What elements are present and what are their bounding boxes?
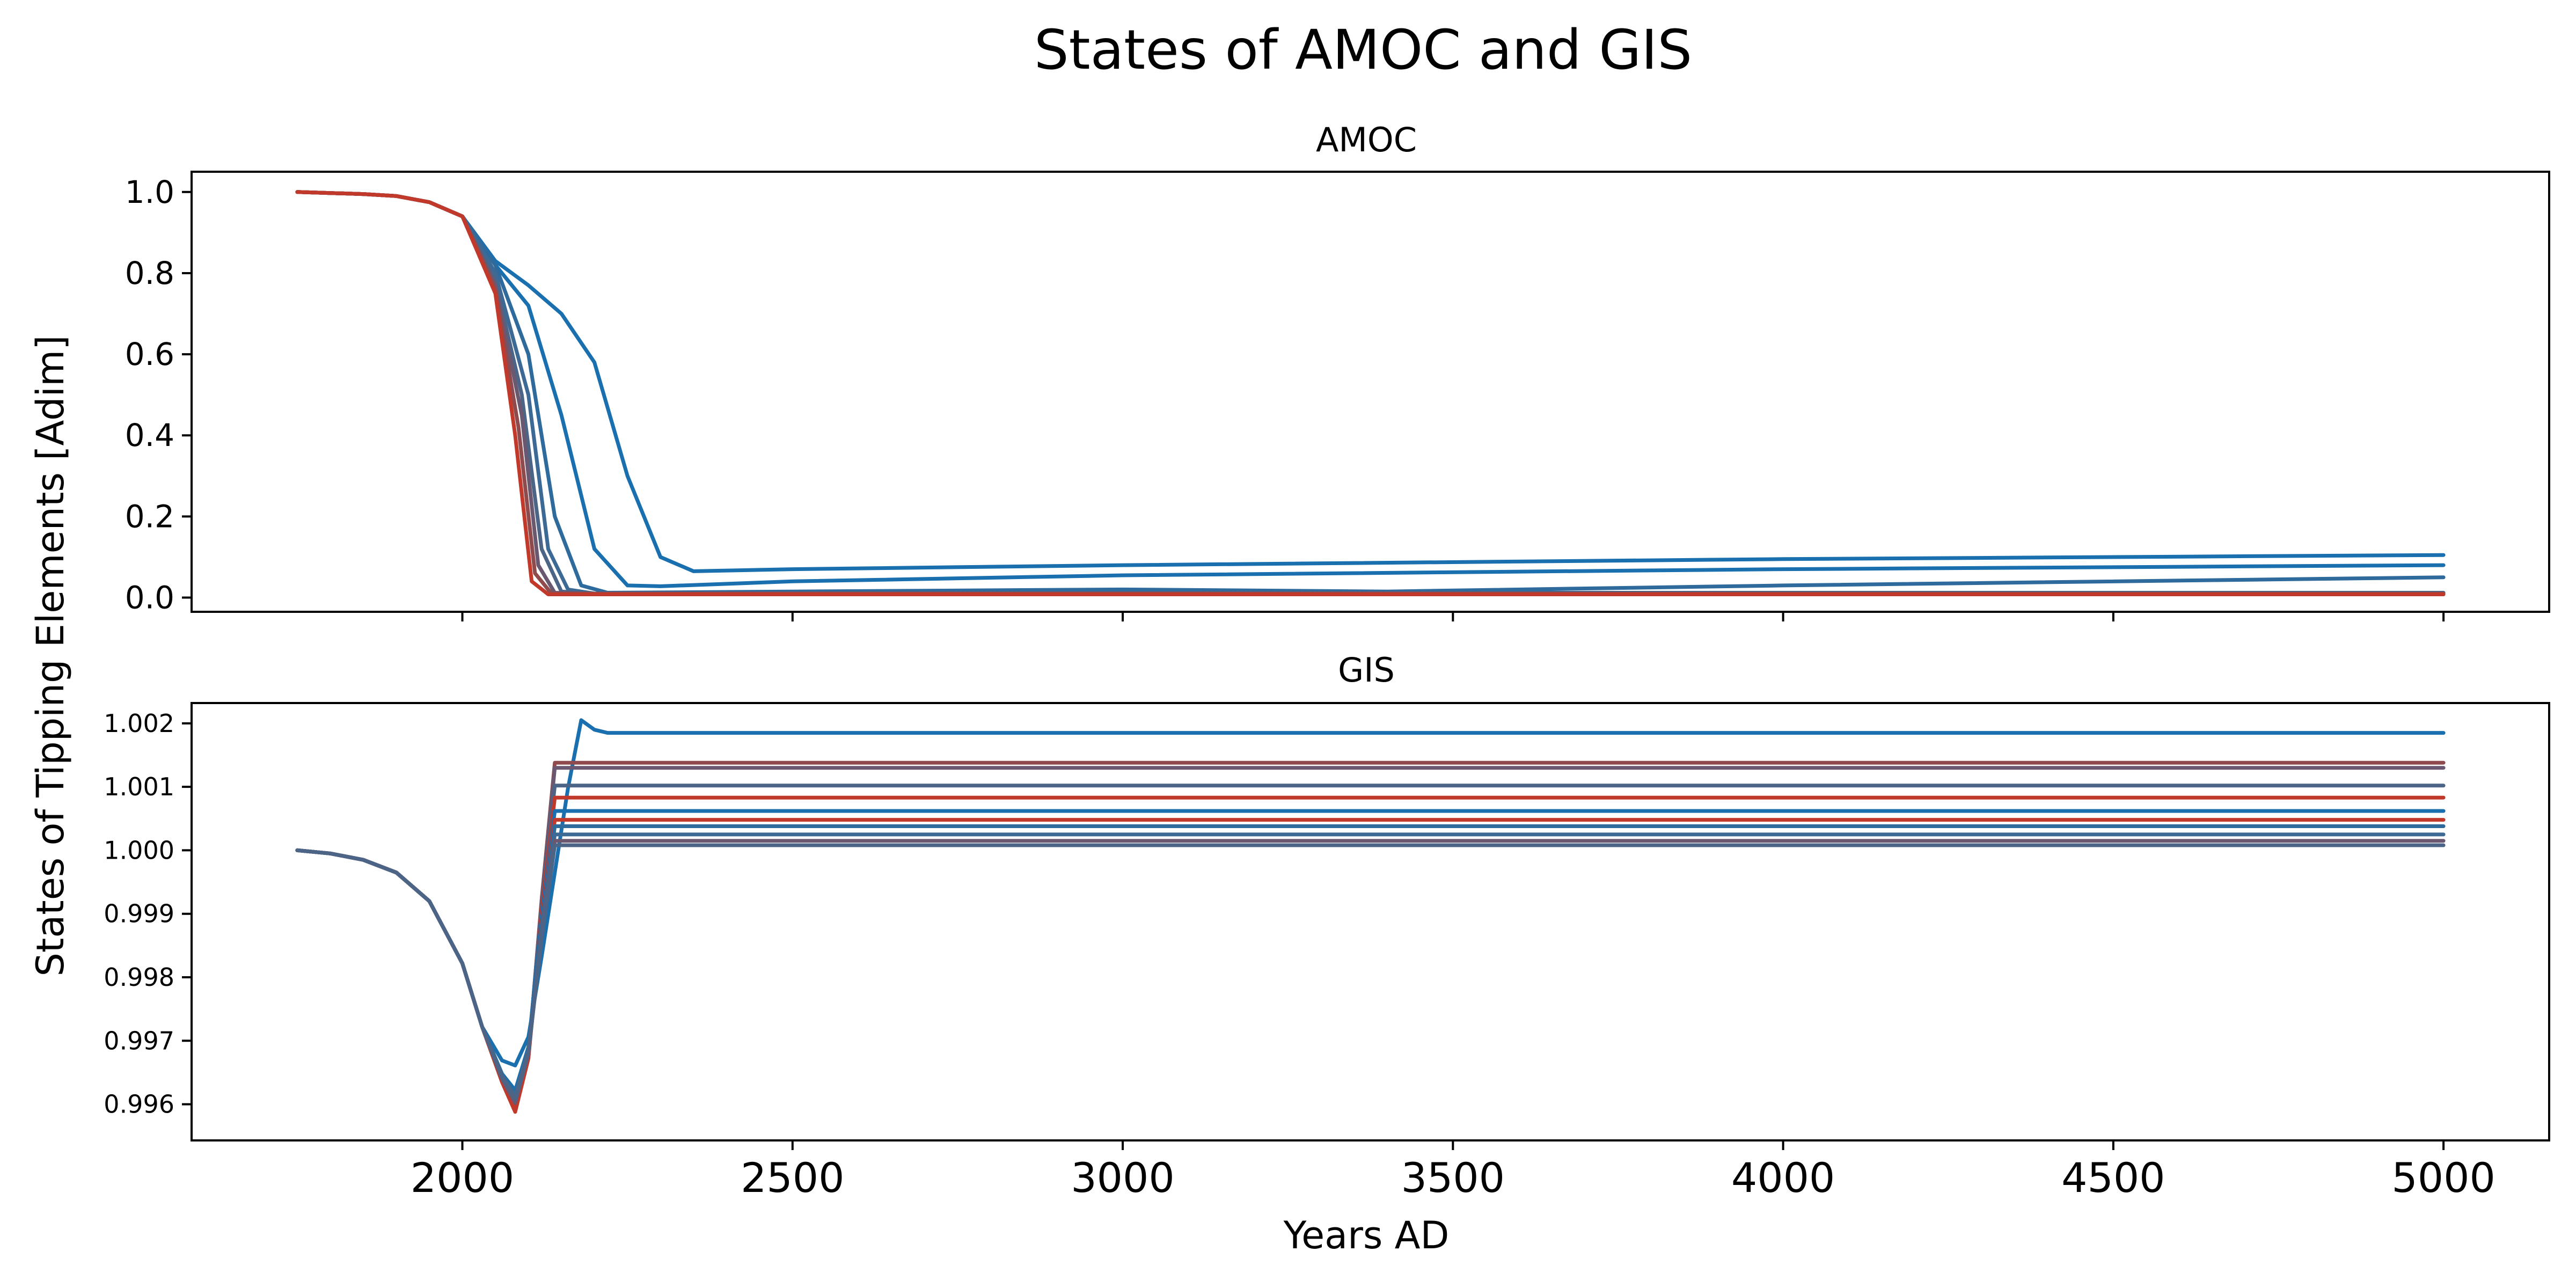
amoc-series-7	[295, 190, 2446, 596]
gis-series-1	[295, 718, 2446, 1067]
amoc-y-tick-label: 1.0	[125, 174, 174, 210]
amoc-y-ticks: 0.0 0.2 0.4 0.6 0.8 1.0	[125, 174, 192, 616]
gis-x-ticks: 2000 2500 3000 3500 4000 4500 5000	[411, 1140, 2496, 1202]
x-tick-label: 2500	[741, 1154, 844, 1202]
gis-y-tick-label: 1.002	[104, 709, 174, 738]
amoc-y-tick-label: 0.2	[125, 498, 174, 535]
gis-series-layer	[295, 718, 2446, 1114]
gis-series-10	[295, 839, 2446, 1105]
gis-y-tick-label: 1.000	[104, 836, 174, 865]
gis-series-9	[295, 832, 2446, 1099]
amoc-series-6	[295, 190, 2446, 596]
y-axis-label: States of Tipping Elements [Adim]	[28, 335, 72, 976]
x-tick-label: 4500	[2061, 1154, 2165, 1202]
amoc-series-3	[295, 190, 2446, 595]
gis-series-4	[295, 784, 2446, 1100]
gis-series-2	[295, 760, 2446, 1109]
x-tick-label: 5000	[2391, 1154, 2495, 1202]
gis-series-7	[295, 818, 2446, 1113]
amoc-series-layer	[295, 190, 2446, 596]
gis-y-tick-label: 0.996	[104, 1090, 174, 1119]
gis-series-8	[295, 824, 2446, 1097]
gis-y-ticks: 0.996 0.997 0.998 0.999 1.000 1.001 1.002	[104, 709, 192, 1119]
gis-axes-frame	[191, 702, 2550, 1141]
amoc-y-tick-label: 0.4	[125, 417, 174, 453]
amoc-series-2	[295, 190, 2446, 588]
gis-y-tick-label: 0.999	[104, 899, 174, 928]
gis-y-tick-label: 0.998	[104, 963, 174, 992]
amoc-panel-title: AMOC	[1316, 120, 1417, 159]
gis-series-11	[295, 843, 2446, 1101]
x-axis-label: Years AD	[1283, 1213, 1450, 1257]
amoc-panel: AMOC 0.0 0.2 0.4 0.6 0.8 1.0	[125, 120, 2550, 621]
amoc-y-tick-label: 0.8	[125, 255, 174, 291]
amoc-series-1	[295, 190, 2446, 573]
gis-y-tick-label: 0.997	[104, 1026, 174, 1055]
x-tick-label: 4000	[1731, 1154, 1835, 1202]
amoc-axes-frame	[191, 171, 2550, 613]
x-tick-label: 3500	[1401, 1154, 1505, 1202]
gis-panel-title: GIS	[1338, 650, 1395, 690]
amoc-series-8	[295, 190, 2446, 596]
amoc-series-5	[295, 190, 2446, 596]
amoc-series-4	[295, 190, 2446, 596]
x-tick-label: 2000	[411, 1154, 514, 1202]
chart-title: States of AMOC and GIS	[1034, 18, 1692, 82]
amoc-y-tick-label: 0.6	[125, 336, 174, 372]
gis-y-tick-label: 1.001	[104, 772, 174, 801]
gis-panel: GIS 0.9960.9970.9980.9991.0001.0011.002 …	[104, 650, 2550, 1202]
x-tick-label: 3000	[1071, 1154, 1174, 1202]
amoc-x-ticks	[461, 612, 2445, 621]
gis-series-6	[295, 809, 2446, 1093]
amoc-y-tick-label: 0.0	[125, 580, 174, 616]
